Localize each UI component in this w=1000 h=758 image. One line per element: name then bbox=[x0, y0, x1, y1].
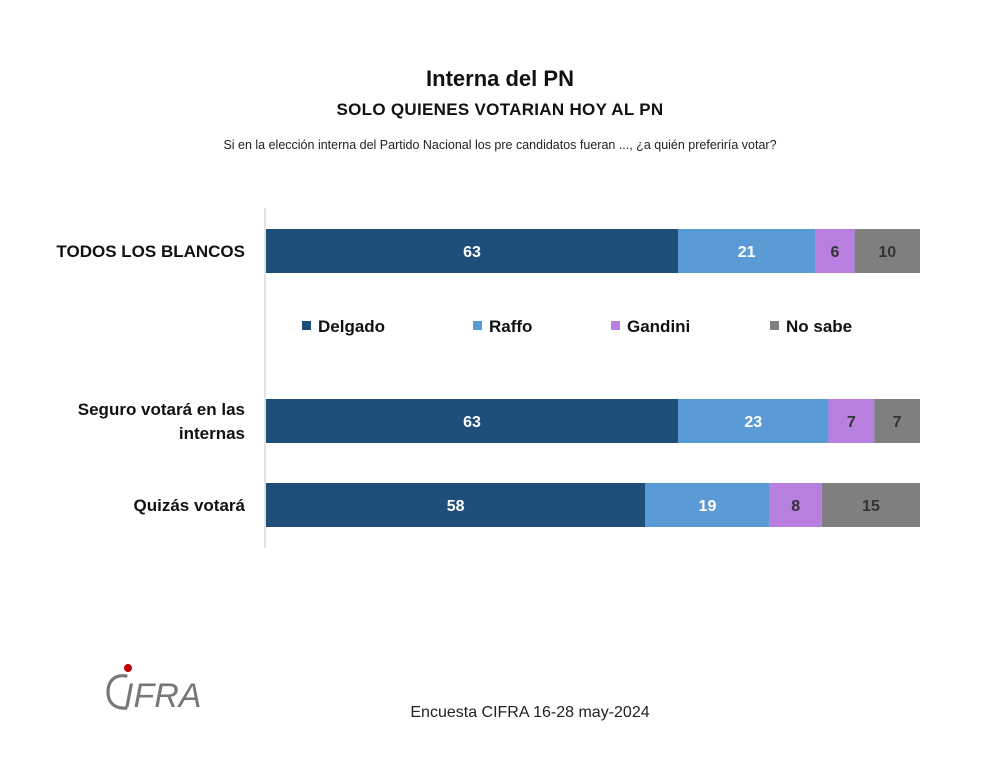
bar-segment bbox=[266, 399, 679, 443]
data-label: 15 bbox=[862, 498, 880, 515]
bar-segment bbox=[678, 229, 816, 273]
data-label: 19 bbox=[699, 498, 717, 515]
category-label: Quizás votará bbox=[134, 496, 246, 515]
bar-segment bbox=[266, 229, 679, 273]
data-label: 10 bbox=[878, 244, 896, 261]
logo-text: IFRA bbox=[124, 677, 200, 714]
bar-segment bbox=[266, 483, 646, 527]
bar-segment bbox=[815, 229, 855, 273]
category-label: internas bbox=[179, 424, 245, 443]
data-label: 7 bbox=[847, 414, 856, 431]
cifra-logo: IFRA bbox=[106, 664, 200, 714]
bar-segment bbox=[678, 399, 829, 443]
legend-swatch bbox=[770, 321, 779, 330]
data-label: 8 bbox=[791, 498, 800, 515]
legend-label: Gandini bbox=[627, 317, 690, 336]
data-label: 21 bbox=[738, 244, 756, 261]
category-label: Seguro votará en las bbox=[78, 400, 245, 419]
legend-swatch bbox=[611, 321, 620, 330]
legend-swatch bbox=[302, 321, 311, 330]
chart-subtitle: SOLO QUIENES VOTARIAN HOY AL PN bbox=[336, 100, 664, 119]
legend-label: Raffo bbox=[489, 317, 532, 336]
category-label: TODOS LOS BLANCOS bbox=[56, 242, 245, 261]
chart-title: Interna del PN bbox=[426, 66, 574, 91]
survey-question: Si en la elección interna del Partido Na… bbox=[223, 138, 777, 152]
data-label: 63 bbox=[463, 414, 481, 431]
bar-segment bbox=[769, 483, 822, 527]
data-label: 23 bbox=[744, 414, 762, 431]
bar-segment bbox=[828, 399, 875, 443]
bar-segment bbox=[821, 483, 920, 527]
data-label: 63 bbox=[463, 244, 481, 261]
legend-swatch bbox=[473, 321, 482, 330]
bar-segment bbox=[645, 483, 770, 527]
bar-segment bbox=[874, 399, 920, 443]
data-label: 6 bbox=[831, 244, 840, 261]
data-label: 7 bbox=[893, 414, 902, 431]
legend-label: Delgado bbox=[318, 317, 385, 336]
legend-label: No sabe bbox=[786, 317, 852, 336]
source-note: Encuesta CIFRA 16-28 may-2024 bbox=[410, 704, 650, 721]
data-label: 58 bbox=[447, 498, 465, 515]
bar-segment bbox=[854, 229, 920, 273]
